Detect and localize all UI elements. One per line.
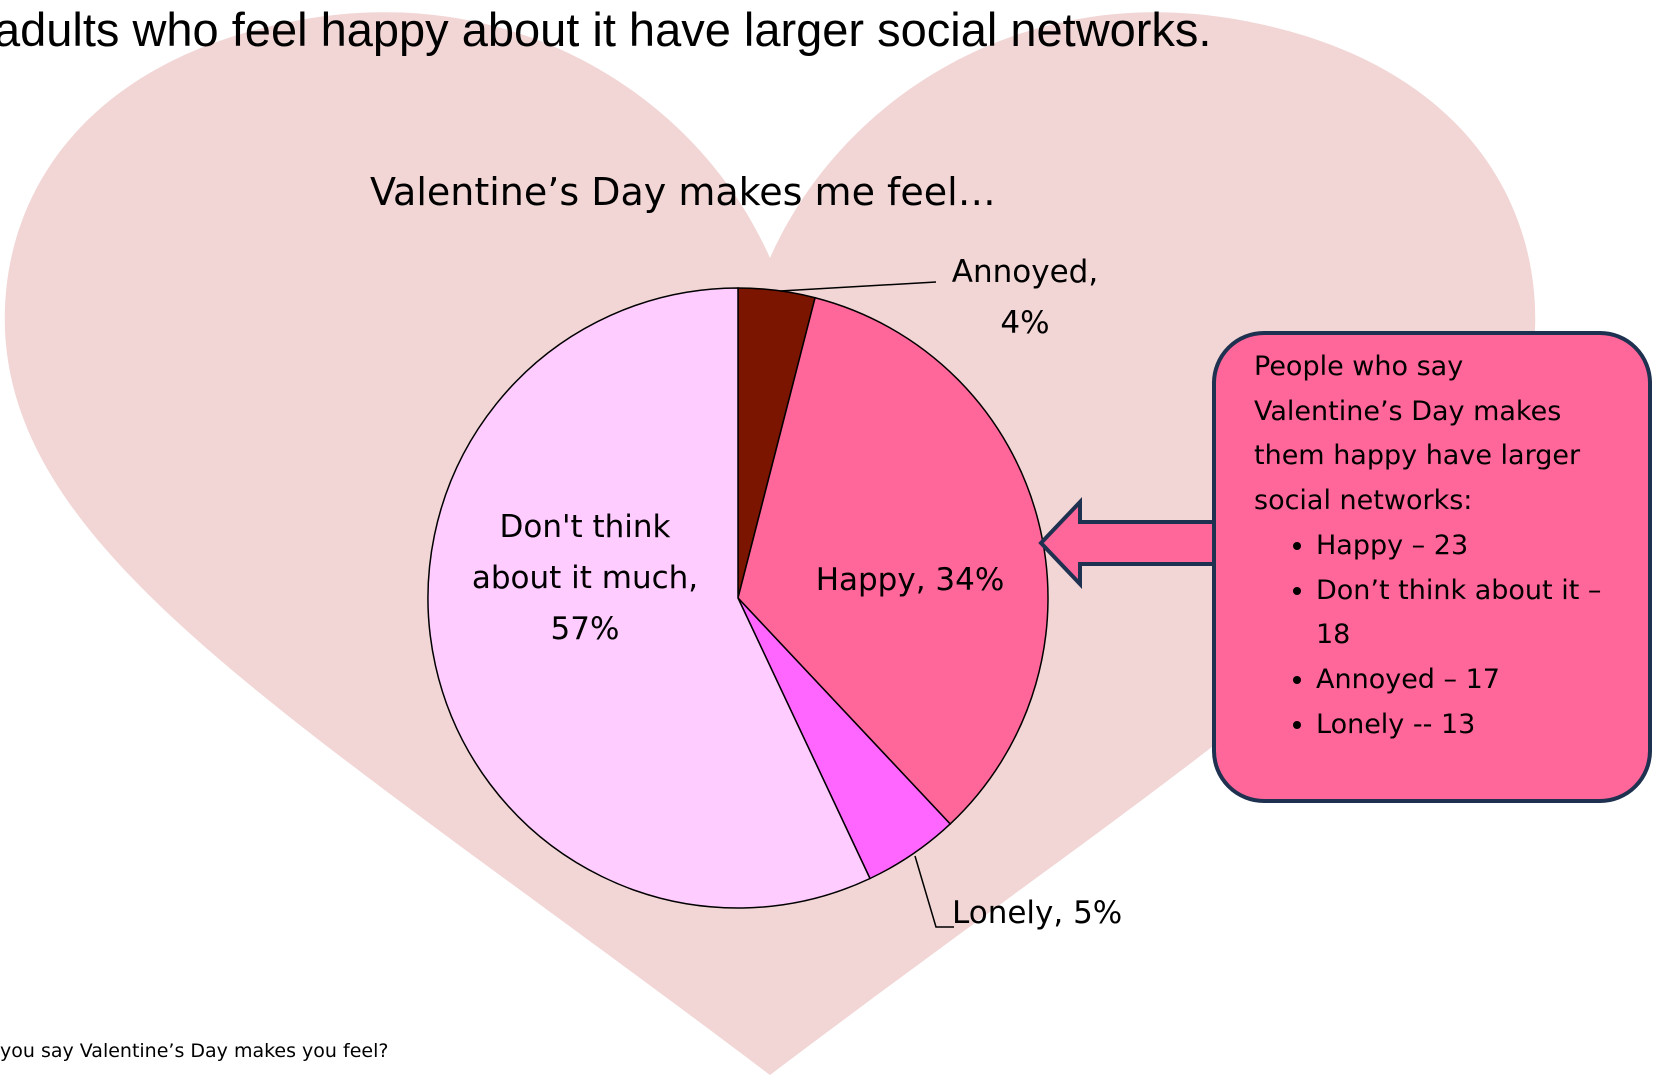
- callout-item: Don’t think about it – 18: [1316, 569, 1614, 658]
- callout-box: [1212, 331, 1652, 803]
- pie-slice: [427, 287, 871, 909]
- callout-item: Annoyed – 17: [1316, 658, 1614, 703]
- data-label: Annoyed, 4%: [951, 254, 1099, 341]
- data-label: Lonely, 5%: [952, 895, 1123, 931]
- header: adults who feel happy about it have larg…: [0, 3, 1212, 56]
- data-label: Don't think about it much, 57%: [471, 509, 699, 647]
- leader-line: [779, 281, 937, 292]
- pie-slice: [737, 296, 1049, 826]
- callout-item: Happy – 23: [1316, 524, 1614, 569]
- callout-arrow: [1038, 496, 1216, 590]
- pie: [427, 287, 1049, 909]
- leader-line: [914, 855, 954, 928]
- callout-title: People who say Valentine’s Day makes the…: [1254, 351, 1581, 517]
- data-label: Happy, 34%: [815, 562, 1005, 598]
- callout-list: Happy – 23Don’t think about it – 18Annoy…: [1254, 524, 1614, 748]
- callout-text: People who say Valentine’s Day makes the…: [1254, 345, 1614, 747]
- footnote: you say Valentine’s Day makes you feel?: [0, 1040, 389, 1062]
- chart-title: Valentine’s Day makes me feel…: [370, 170, 996, 214]
- callout-item: Lonely -- 13: [1316, 703, 1614, 748]
